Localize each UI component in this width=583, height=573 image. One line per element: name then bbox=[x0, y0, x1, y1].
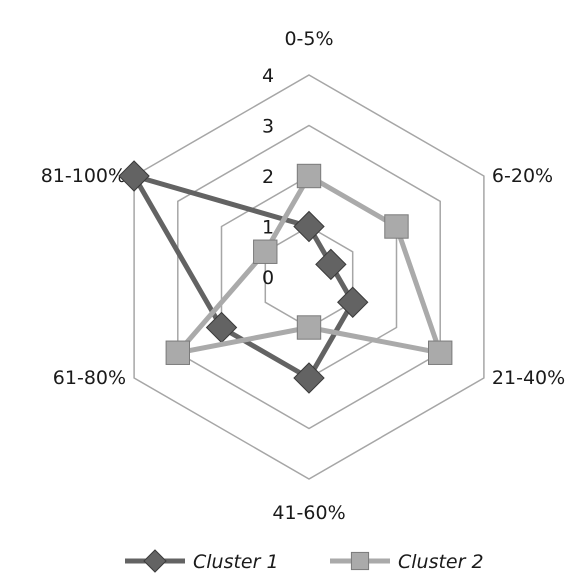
category-label: 41-60% bbox=[272, 502, 345, 524]
series-marker bbox=[337, 286, 369, 318]
legend-item: Cluster 1 bbox=[125, 549, 279, 573]
radar-grid bbox=[133, 74, 485, 480]
grid-ring bbox=[133, 74, 485, 480]
series-1 bbox=[118, 160, 369, 394]
tick-label: 1 bbox=[262, 217, 274, 239]
series-2 bbox=[165, 163, 453, 365]
series-marker bbox=[143, 549, 167, 573]
category-label: 6-20% bbox=[492, 165, 553, 187]
category-label: 0-5% bbox=[284, 28, 333, 50]
grid-ring bbox=[177, 124, 441, 430]
series-marker bbox=[296, 163, 322, 189]
chart-legend: Cluster 1 Cluster 2 bbox=[125, 549, 484, 573]
series-marker bbox=[296, 315, 322, 340]
series-marker bbox=[165, 340, 190, 365]
radar-tick-labels: 0 1 2 3 4 bbox=[262, 65, 274, 289]
series-marker bbox=[350, 551, 370, 571]
tick-label: 2 bbox=[262, 166, 274, 188]
legend-label: Cluster 2 bbox=[398, 551, 484, 573]
series-marker bbox=[293, 362, 325, 394]
radar-series bbox=[118, 160, 453, 394]
category-label: 21-40% bbox=[492, 367, 565, 389]
tick-label: 0 bbox=[262, 267, 274, 289]
series-marker bbox=[118, 160, 150, 192]
category-label: 81-100% bbox=[41, 165, 126, 187]
series-marker bbox=[293, 210, 325, 243]
category-label: 61-80% bbox=[53, 367, 126, 389]
series-marker bbox=[428, 340, 453, 365]
tick-label: 4 bbox=[262, 65, 274, 87]
radar-axis-labels: 0-5% 6-20% 21-40% 41-60% 61-80% 81-100% bbox=[41, 28, 565, 524]
legend-item: Cluster 2 bbox=[330, 551, 484, 573]
tick-label: 3 bbox=[262, 116, 274, 138]
series-marker bbox=[315, 248, 347, 281]
series-marker bbox=[253, 239, 278, 264]
legend-label: Cluster 1 bbox=[193, 551, 279, 573]
series-marker bbox=[384, 214, 409, 239]
